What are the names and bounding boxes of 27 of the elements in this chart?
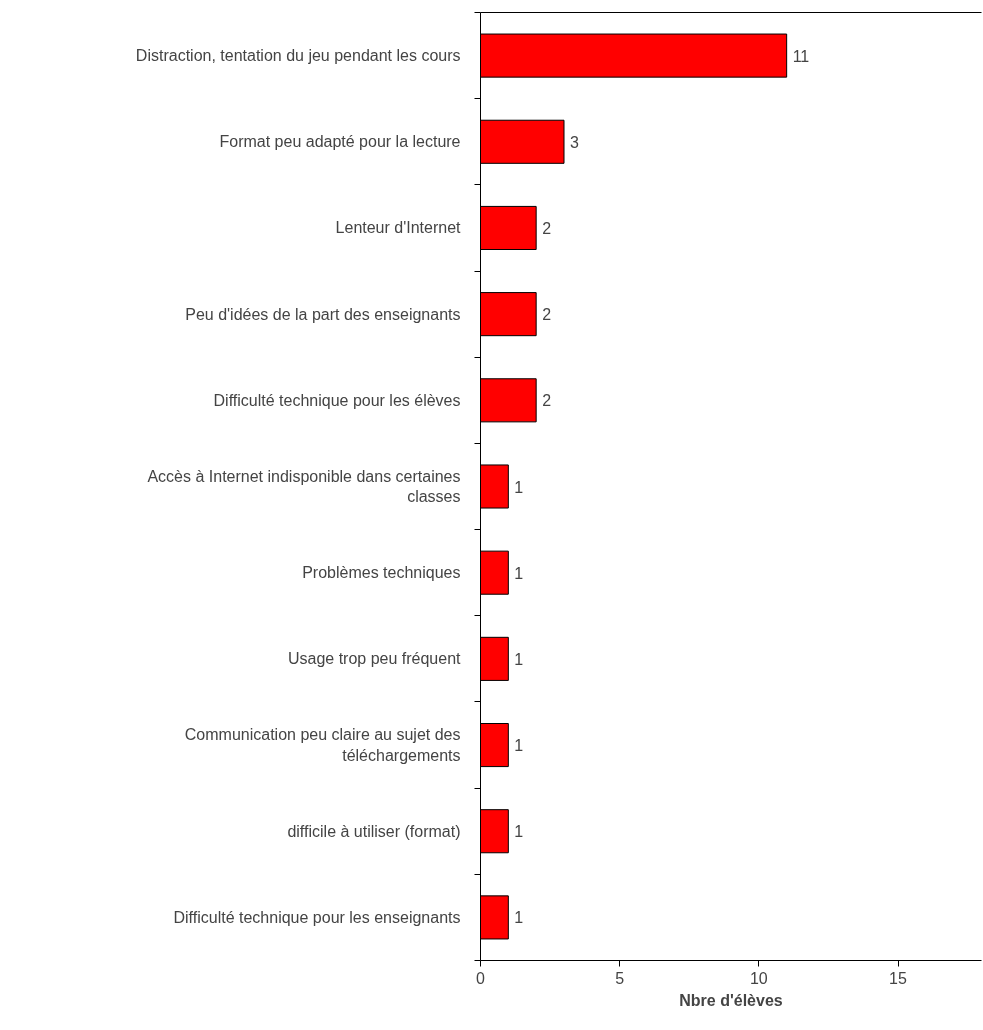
x-axis-title: Nbre d'élèves <box>679 991 783 1009</box>
x-tick-label: 5 <box>615 969 625 987</box>
x-tick-label: 10 <box>749 969 768 987</box>
x-tick-label: 0 <box>476 969 486 987</box>
y-tick-label: difficile à utiliser (format) <box>287 822 461 840</box>
y-tick-label: Problèmes techniques <box>302 564 461 582</box>
data-label: 1 <box>514 650 524 668</box>
x-tick-label: 15 <box>889 969 907 987</box>
data-label: 2 <box>542 219 552 237</box>
data-label: 1 <box>514 909 524 927</box>
y-tick-label: Difficulté technique pour les enseignants <box>173 908 461 926</box>
y-tick-label: Difficulté technique pour les élèves <box>213 391 461 409</box>
data-label: 1 <box>514 823 524 841</box>
data-label: 1 <box>514 478 524 496</box>
data-label: 2 <box>542 392 552 410</box>
data-label: 11 <box>792 47 810 65</box>
y-tick-label: Usage trop peu fréquent <box>287 650 462 668</box>
y-tick-label: Peu d'idées de la part des enseignants <box>185 305 461 323</box>
y-tick-label: Lenteur d'Internet <box>335 219 462 237</box>
y-tick-label: Format peu adapté pour la lecture <box>219 133 461 151</box>
data-label: 1 <box>514 564 524 582</box>
data-label: 3 <box>570 133 579 151</box>
y-tick-label: Accès à Internet indisponible dans certaines classes <box>147 467 461 506</box>
data-label: 1 <box>514 737 524 755</box>
data-label: 2 <box>542 306 552 324</box>
y-tick-label: Communication peu claire au sujet des téléchargements <box>184 726 461 764</box>
y-tick-label: Distraction, tentation du jeu pendant les cours <box>135 47 461 65</box>
